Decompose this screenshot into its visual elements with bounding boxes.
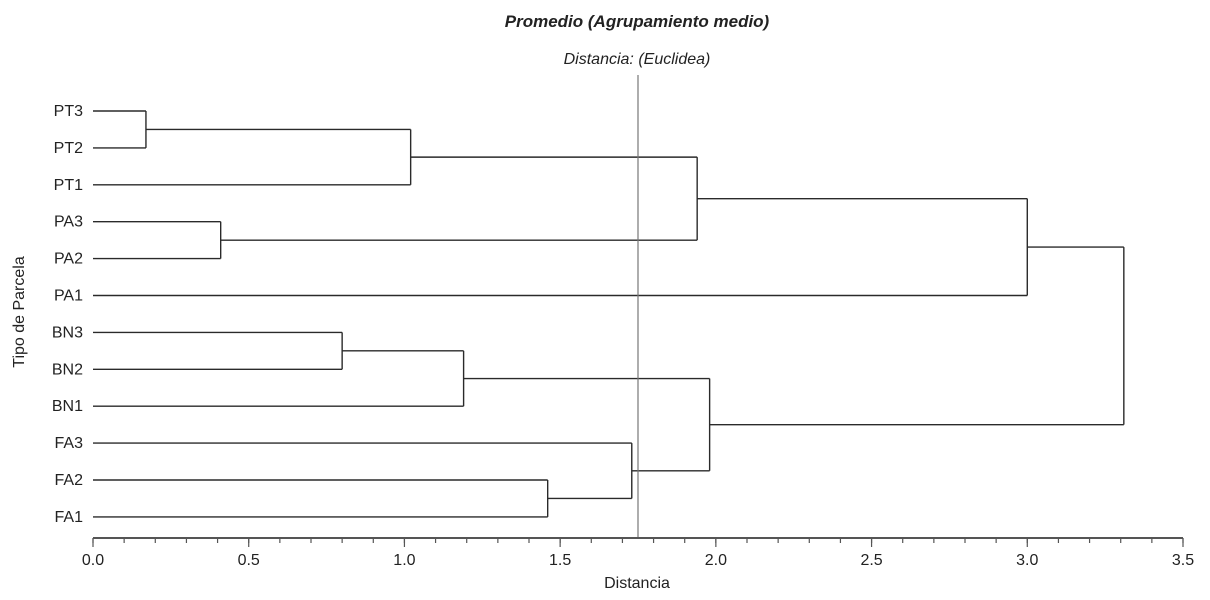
leaf-label: PT1 — [54, 177, 83, 194]
leaf-label: PA3 — [54, 214, 83, 231]
leaf-label: FA3 — [55, 435, 84, 452]
leaf-label: PA1 — [54, 288, 83, 305]
leaf-label: FA1 — [55, 509, 84, 526]
x-tick-label: 3.5 — [1172, 552, 1194, 569]
leaf-label: BN2 — [52, 361, 83, 378]
x-tick-label: 3.0 — [1016, 552, 1038, 569]
leaf-label: BN1 — [52, 398, 83, 415]
x-tick-label: 2.5 — [860, 552, 882, 569]
chart-subtitle: Distancia: (Euclidea) — [564, 51, 711, 68]
leaf-label: PA2 — [54, 251, 83, 268]
leaf-label: FA2 — [55, 472, 84, 489]
x-tick-label: 0.5 — [238, 552, 260, 569]
x-tick-label: 0.0 — [82, 552, 104, 569]
x-axis-label: Distancia — [604, 575, 670, 592]
x-tick-label: 1.5 — [549, 552, 571, 569]
dendrogram-branches — [93, 75, 1125, 538]
y-axis-label: Tipo de Parcela — [11, 256, 28, 368]
x-axis: 0.0 0.5 1.0 1.5 2.0 2.5 3.0 3.5 — [82, 537, 1194, 569]
leaf-labels: PT3 PT2 PT1 PA3 PA2 PA1 BN3 BN2 BN1 FA3 FA2 FA1 — [52, 103, 83, 526]
x-tick-label: 2.0 — [705, 552, 727, 569]
leaf-label: PT2 — [54, 140, 83, 157]
leaf-label: PT3 — [54, 103, 83, 120]
leaf-label: BN3 — [52, 324, 83, 341]
chart-title: Promedio (Agrupamiento medio) — [505, 12, 770, 31]
x-tick-label: 1.0 — [393, 552, 415, 569]
